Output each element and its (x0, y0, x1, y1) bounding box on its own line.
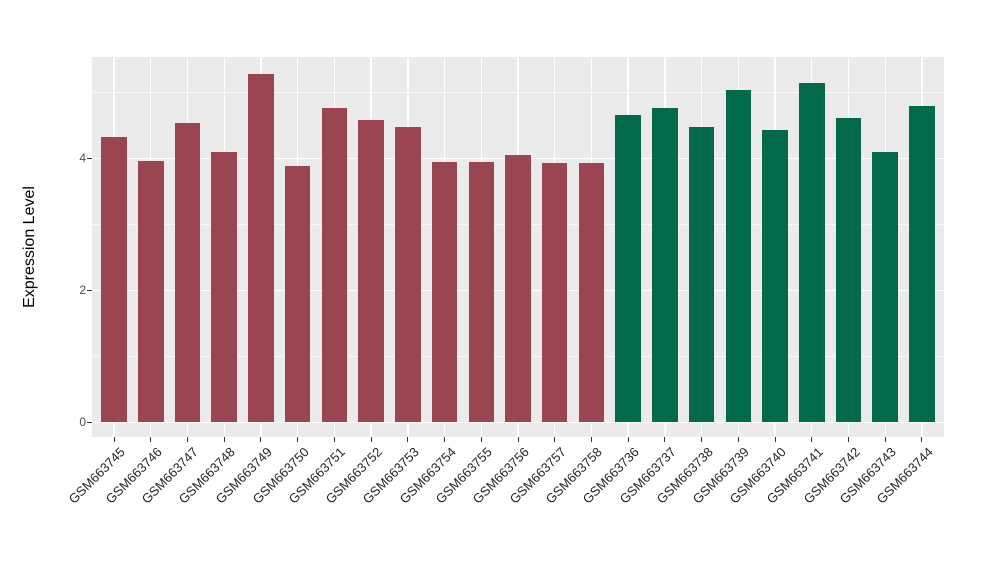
y-axis-title: Expression Level (21, 186, 38, 308)
x-tick (260, 437, 262, 442)
bar (688, 127, 715, 423)
x-tick (480, 437, 482, 442)
bar (321, 107, 348, 423)
y-tick-label: 0 (79, 415, 86, 430)
bar (872, 151, 898, 423)
y-tick (87, 421, 92, 423)
bar (358, 120, 384, 423)
x-tick (407, 437, 409, 442)
x-tick (554, 437, 556, 442)
bar (468, 162, 495, 423)
x-tick (737, 437, 739, 442)
bar (762, 130, 788, 423)
y-tick-label: 2 (79, 283, 86, 298)
bar (284, 165, 311, 423)
bar (505, 155, 531, 423)
x-tick (517, 437, 519, 442)
bar (909, 105, 935, 423)
bar (652, 107, 678, 423)
x-tick (297, 437, 299, 442)
x-tick (627, 437, 629, 442)
y-tick-label: 4 (79, 151, 86, 166)
x-tick (333, 437, 335, 442)
x-tick (811, 437, 813, 442)
x-tick (223, 437, 225, 442)
bar (799, 82, 825, 423)
bar (138, 161, 164, 423)
bar (101, 136, 127, 423)
bar (725, 89, 752, 423)
bar (578, 163, 605, 423)
bar (615, 114, 641, 423)
bar (835, 117, 862, 423)
x-tick (884, 437, 886, 442)
bar (431, 162, 458, 423)
x-tick (113, 437, 115, 442)
bar (395, 127, 421, 423)
x-tick (186, 437, 188, 442)
x-tick (921, 437, 923, 442)
x-tick (664, 437, 666, 442)
plot-panel (92, 57, 944, 437)
bar (174, 122, 201, 423)
bar (541, 163, 568, 423)
bar (211, 151, 237, 423)
x-tick (701, 437, 703, 442)
bar (248, 73, 274, 423)
x-tick (150, 437, 152, 442)
x-tick (370, 437, 372, 442)
x-tick (848, 437, 850, 442)
x-tick (590, 437, 592, 442)
y-tick (87, 157, 92, 159)
x-tick (444, 437, 446, 442)
y-tick (87, 289, 92, 291)
x-tick (774, 437, 776, 442)
